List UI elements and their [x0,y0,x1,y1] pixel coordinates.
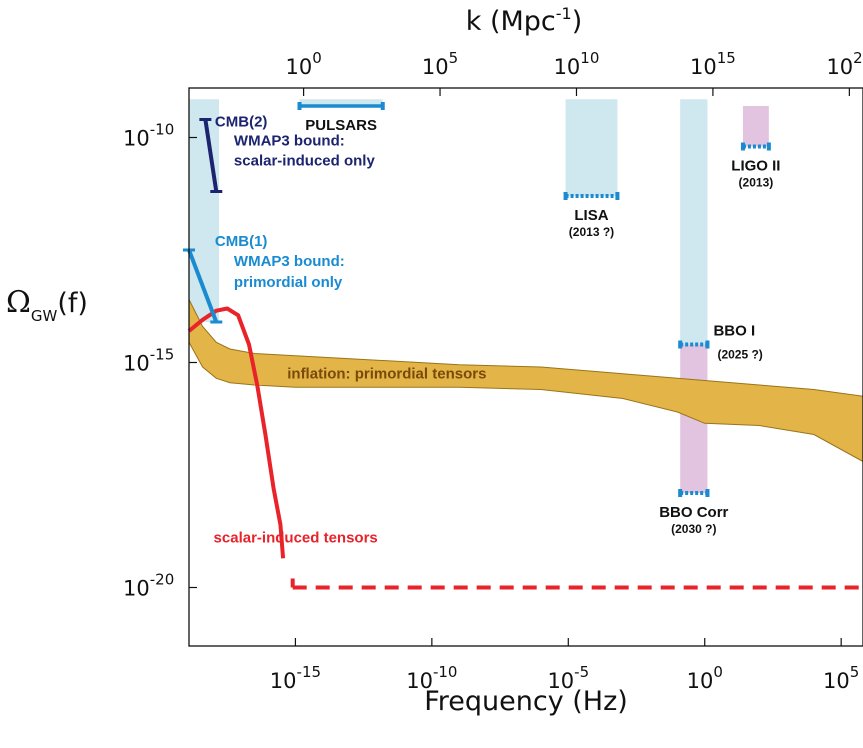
plot-frame [188,87,863,647]
y-axis-title-sub: GW [31,307,58,325]
y-tick-label-1-base: 10 [123,352,150,376]
x-tick-label-3: 100 [687,663,723,693]
cmb-bounds-group: CMB(2) WMAP3 bound: scalar-induced only CMB… [183,114,376,324]
y-tick-label-2-base: 10 [123,577,150,601]
cmb2-note-line1: WMAP3 bound: [234,133,345,150]
y-tick-label-0-base: 10 [123,127,150,151]
lisa-cap-right [615,192,620,200]
ligo-ii-label: LIGO II [731,158,780,175]
x-tick-label-4-exp: 5 [850,663,860,681]
ligo-ii-year: (2013) [739,176,774,190]
ticks-group: 10-1510-1010-510010510010510101015102010… [123,49,863,693]
inflation-band-group: inflation: primordial tensors [188,299,863,463]
cmb2-note-line2: scalar-induced only [234,153,376,170]
lisa-label: LISA [574,207,608,224]
inflation-band [188,299,863,463]
pulsars-label: PULSARS [305,117,377,134]
x-tick-label-3-base: 10 [687,669,714,693]
bbo-i-label: BBO I [713,323,755,340]
y-tick-label-2: 10-20 [123,571,174,601]
bbo-corr-label: BBO Corr [659,504,728,521]
lisa-year: (2013 ?) [569,225,614,239]
x-tick-label-2-base: 10 [547,669,574,693]
x-tick-label-1-exp: -10 [433,663,458,681]
x2-tick-label-0: 100 [285,49,321,79]
y-axis-title-tail: (f) [57,288,88,319]
x2-tick-label-1-exp: 5 [449,49,459,67]
pulsars-cap-right [380,102,385,110]
x2-tick-label-3-base: 10 [690,55,717,79]
cmb1-label: CMB(1) [215,233,268,250]
x-axis-title: Frequency (Hz) [424,686,628,717]
y-axis-title: ΩGW(f) [6,285,88,325]
band-bbo-i [680,99,708,345]
x2-tick-label-4-exp: 20 [853,49,863,67]
top-axis-title-close: ) [572,6,583,37]
x2-tick-label-2: 1010 [554,49,600,79]
x2-tick-label-3-exp: 15 [717,49,736,67]
x-tick-label-4-base: 10 [823,669,850,693]
lisa-cap-left [563,192,568,200]
y-tick-label-0-exp: -10 [150,121,175,139]
detector-bands [189,99,769,493]
x-tick-label-0: 10-15 [270,663,321,693]
y-tick-label-1: 10-15 [123,346,174,376]
x-tick-label-3-exp: 0 [713,663,723,681]
y-tick-label-1-exp: -15 [150,346,175,364]
x-tick-label-0-base: 10 [270,669,297,693]
scalar-label: scalar-induced tensors [214,530,378,547]
x-tick-label-2-exp: -5 [574,663,589,681]
x-tick-label-0-exp: -15 [297,663,322,681]
x2-tick-label-3: 1015 [690,49,736,79]
cmb2-bound-line [203,119,219,192]
y-tick-label-2-exp: -20 [150,571,175,589]
detector-markers-group: PULSARS LISA(2013 ?) BBO I (2025 ?) BBO Corr… [297,102,780,536]
top-axis-title-base: k (Mpc [466,6,556,37]
cmb2-label: CMB(2) [215,114,268,131]
band-lisa [565,99,618,196]
y-tick-label-0: 10-10 [123,121,174,151]
inflation-label: inflation: primordial tensors [287,365,486,382]
pulsars-cap-left [297,102,302,110]
x2-tick-label-2-base: 10 [554,55,581,79]
cmb1-note-line2: primordial only [234,274,343,291]
bbo-corr-year: (2030 ?) [671,522,716,536]
ligo-ii-cap-left [740,142,745,151]
x2-tick-label-4: 1020 [826,49,863,79]
x2-tick-label-2-exp: 10 [580,49,599,67]
ligo-ii-cap-right [766,142,771,151]
x2-tick-label-4-base: 10 [826,55,853,79]
top-axis-title-exp: -1 [556,4,572,23]
x-tick-label-4: 105 [823,663,859,693]
bbo-corr-cap-right [705,489,710,497]
x-tick-label-2: 10-5 [547,663,589,693]
x2-tick-label-1-base: 10 [422,55,449,79]
x2-tick-label-1: 105 [422,49,458,79]
band-pulsars [299,99,383,106]
x2-tick-label-0-exp: 0 [312,49,322,67]
x-tick-label-1-base: 10 [406,669,433,693]
band-ligo-ii [742,106,769,147]
bbo-i-cap-left [678,340,683,349]
bbo-i-cap-right [705,340,710,349]
bbo-i-year: (2025 ?) [717,348,762,362]
cmb1-bound-line [187,249,219,323]
y-axis-title-main: Ω [6,285,31,320]
cmb1-note-line1: WMAP3 bound: [234,253,345,270]
bbo-corr-cap-left [678,489,683,497]
x2-tick-label-0-base: 10 [285,55,312,79]
top-axis-title: k (Mpc-1) [466,4,583,37]
x-tick-label-1: 10-10 [406,663,457,693]
